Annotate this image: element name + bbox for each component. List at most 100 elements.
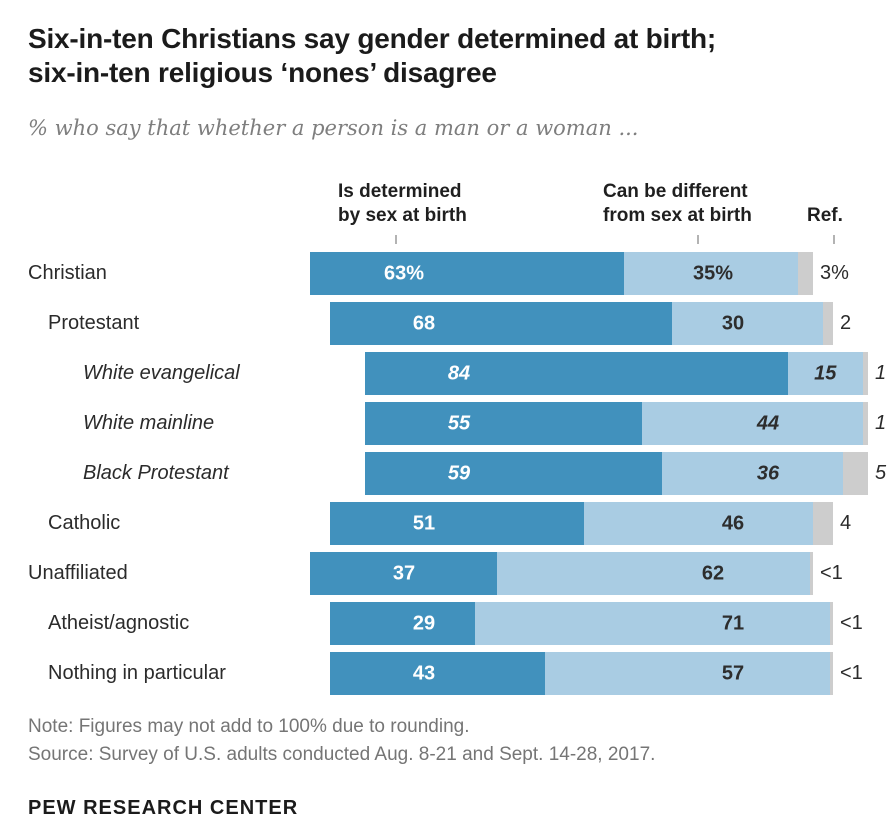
value-ref: 1: [875, 362, 887, 384]
bar-segment-determined: [365, 452, 662, 495]
value-different: 44: [756, 412, 780, 434]
value-different: 30: [721, 312, 745, 334]
footer-source: Source: Survey of U.S. adults conducted …: [28, 744, 656, 765]
bar-segment-determined: [330, 302, 673, 345]
value-different: 57: [721, 662, 745, 684]
value-ref: 1: [875, 412, 887, 434]
value-determined: 63%: [383, 262, 425, 284]
row-label: Unaffiliated: [28, 562, 128, 584]
stacked-bar: 84 15: [365, 352, 868, 395]
chart-row: Black Protestant 59 36 5: [28, 452, 886, 495]
bar-segment-different: [583, 502, 814, 545]
value-determined: 68: [412, 312, 436, 334]
value-different: 62: [701, 562, 725, 584]
column-header-determined-line1: Is determined: [338, 181, 462, 202]
bar-segment-determined: [310, 552, 498, 595]
stacked-bar: 43 57: [330, 652, 833, 695]
row-label: White evangelical: [83, 362, 240, 384]
chart-row: Christian 63% 35% 3%: [28, 252, 876, 295]
bar-segment-different: [787, 352, 863, 395]
page-title-line2: six-in-ten religious ‘nones’ disagree: [28, 57, 497, 88]
bar-segment-different: [661, 452, 843, 495]
bar-segment-determined: [310, 252, 624, 295]
row-label: Black Protestant: [83, 462, 229, 484]
value-different: 46: [721, 512, 745, 534]
value-determined: 51: [412, 512, 436, 534]
value-determined: 29: [412, 612, 436, 634]
chart-row: White evangelical 84 15 1: [28, 352, 886, 395]
chart-row: Unaffiliated 37 62 <1: [28, 552, 876, 595]
bar-segment-different: [623, 252, 799, 295]
stacked-bar: 63% 35%: [310, 252, 813, 295]
stacked-bar: 29 71: [330, 602, 833, 645]
stacked-bar: 55 44: [365, 402, 868, 445]
chart-footer: Note: Figures may not add to 100% due to…: [28, 713, 876, 820]
chart-rows: Christian 63% 35% 3% Protestant 68 30 2 White ev…: [28, 252, 886, 695]
stacked-bar: 59 36: [365, 452, 868, 495]
row-label: Protestant: [48, 312, 140, 334]
row-label: Atheist/agnostic: [48, 612, 190, 634]
row-label: Nothing in particular: [48, 662, 226, 684]
bar-segment-ref: [830, 602, 833, 645]
column-header-different-line2: from sex at birth: [603, 205, 752, 226]
bar-segment-different: [475, 602, 831, 645]
bar-segment-different: [545, 652, 831, 695]
row-label: Christian: [28, 262, 107, 284]
value-ref: <1: [820, 562, 843, 584]
bar-segment-ref: [862, 402, 868, 445]
column-header-ref: Ref.: [807, 205, 843, 226]
column-header-determined-line2: by sex at birth: [338, 205, 467, 226]
value-different: 36: [756, 462, 780, 484]
value-determined: 43: [412, 662, 436, 684]
value-different: 35%: [692, 262, 734, 284]
bar-segment-different: [497, 552, 811, 595]
value-ref: 5: [875, 462, 887, 484]
stacked-bar: 37 62: [310, 552, 813, 595]
bar-segment-ref: [830, 652, 833, 695]
bar-segment-ref: [810, 552, 813, 595]
bar-segment-determined: [330, 502, 584, 545]
value-ref: <1: [840, 612, 863, 634]
stacked-bar: 51 46: [330, 502, 833, 545]
bar-segment-determined: [365, 402, 642, 445]
bar-segment-determined: [365, 352, 788, 395]
bar-segment-ref: [822, 302, 833, 345]
bar-segment-ref: [798, 252, 813, 295]
bar-segment-determined: [330, 652, 546, 695]
header-spacer: [28, 148, 310, 252]
bar-segment-different: [672, 302, 823, 345]
chart-row: White mainline 55 44 1: [28, 402, 886, 445]
value-determined: 59: [447, 462, 471, 484]
chart-row: Catholic 51 46 4: [28, 502, 876, 545]
footer-note: Note: Figures may not add to 100% due to…: [28, 716, 470, 737]
bar-segment-determined: [330, 602, 476, 645]
stacked-bar: 68 30: [330, 302, 833, 345]
page-title: Six-in-ten Christians say gender determi…: [28, 22, 876, 90]
axis-tick-icon: [697, 235, 699, 244]
chart-row: Protestant 68 30 2: [28, 302, 876, 345]
column-header-determined: Is determined by sex at birth: [338, 180, 467, 228]
column-headers: Is determined by sex at birth Can be dif…: [28, 148, 876, 252]
value-different: 71: [721, 612, 745, 634]
axis-tick-icon: [833, 235, 835, 244]
brand-logo: PEW RESEARCH CENTER: [28, 797, 299, 819]
value-determined: 37: [392, 562, 416, 584]
bar-segment-ref: [842, 452, 868, 495]
chart-row: Nothing in particular 43 57 <1: [28, 652, 876, 695]
value-ref: 4: [840, 512, 852, 534]
chart-subtitle: % who say that whether a person is a man…: [28, 116, 639, 140]
value-determined: 84: [447, 362, 471, 384]
value-determined: 55: [447, 412, 471, 434]
column-header-different: Can be different from sex at birth: [603, 180, 752, 228]
value-different: 15: [814, 362, 837, 384]
column-header-different-line1: Can be different: [603, 181, 748, 202]
header-area: Is determined by sex at birth Can be dif…: [310, 148, 843, 244]
chart-row: Atheist/agnostic 29 71 <1: [28, 602, 876, 645]
bar-segment-different: [641, 402, 863, 445]
row-label: Catholic: [48, 512, 121, 534]
bar-segment-ref: [813, 502, 833, 545]
value-ref: <1: [840, 662, 863, 684]
value-ref: 3%: [820, 262, 849, 284]
axis-tick-icon: [395, 235, 397, 244]
